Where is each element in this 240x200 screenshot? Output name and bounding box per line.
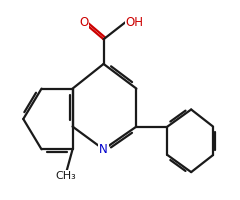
Text: CH₃: CH₃ bbox=[55, 171, 76, 181]
Text: N: N bbox=[99, 143, 108, 156]
Text: OH: OH bbox=[126, 16, 144, 29]
Text: O: O bbox=[79, 16, 88, 29]
